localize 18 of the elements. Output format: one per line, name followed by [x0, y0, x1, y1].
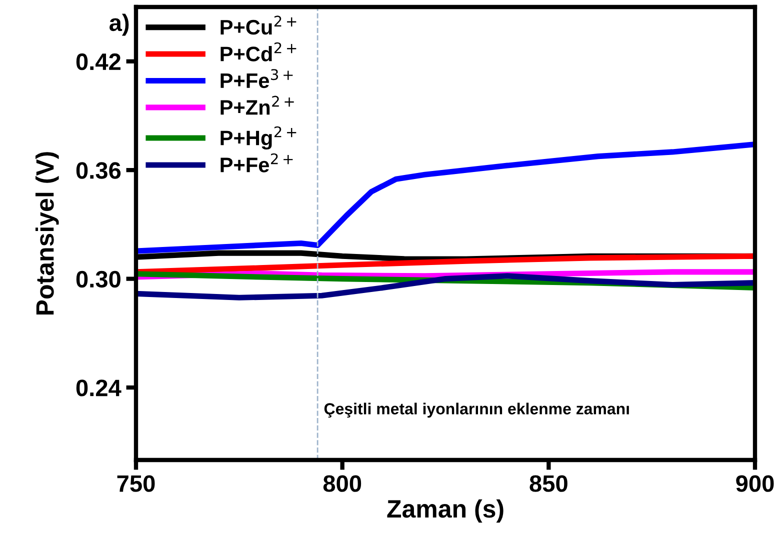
- legend-label: P+Cd$^{2+}$: [220, 42, 296, 62]
- x-tick-label: 900: [736, 475, 774, 492]
- ref-line-label: Çeşitli metal iyonlarının eklenme zamanı: [324, 402, 629, 418]
- text: a): [110, 14, 129, 36]
- y-axis-title: Potansiyel (V): [35, 152, 59, 314]
- y-tick-label: 0.36: [76, 162, 121, 179]
- x-tick-label: 850: [530, 475, 568, 492]
- legend-label: P+Cu$^{2+}$: [220, 16, 296, 35]
- legend-label: P+Fe$^{2+}$: [220, 153, 293, 172]
- x-axis-title: Zaman (s): [387, 499, 504, 523]
- legend-label: P+Zn$^{2+}$: [220, 96, 294, 115]
- y-tick-label: 0.42: [76, 53, 120, 70]
- legend-label: P+Fe$^{3+}$: [220, 69, 293, 88]
- x-tick-label: 750: [117, 475, 155, 492]
- x-tick-label: 800: [323, 475, 362, 492]
- legend-label: P+Hg$^{2+}$: [220, 126, 296, 150]
- y-tick-label: 0.24: [76, 380, 122, 396]
- y-tick-label: 0.30: [76, 270, 120, 288]
